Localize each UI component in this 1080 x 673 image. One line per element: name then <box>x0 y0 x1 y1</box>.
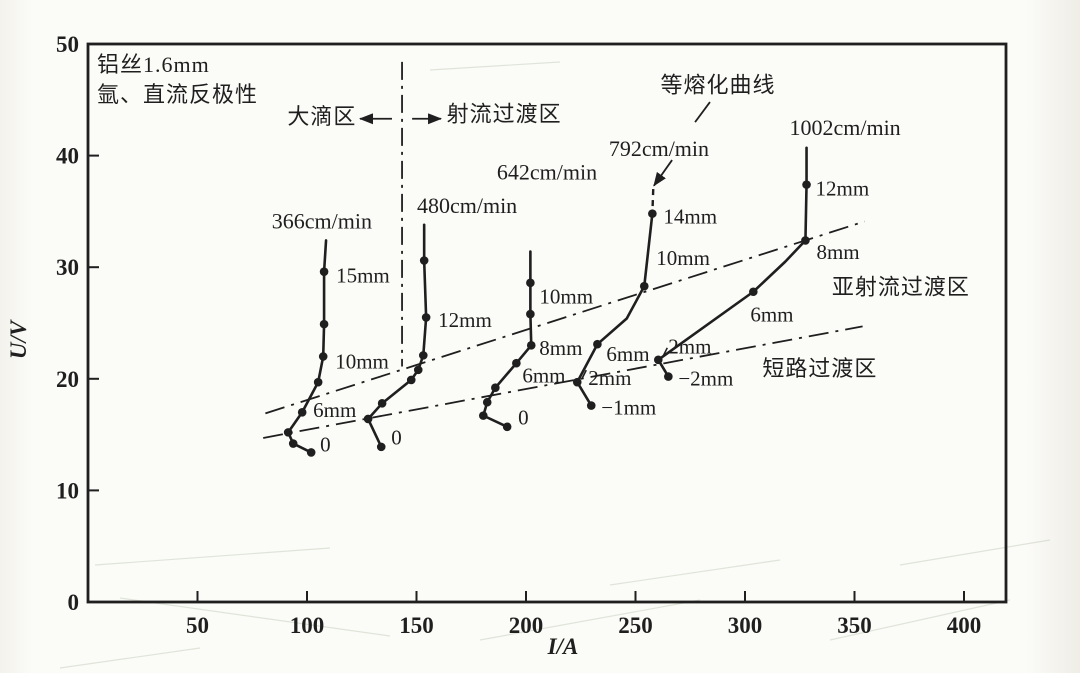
wire-feed-speed-label: 792cm/min <box>609 136 709 161</box>
arc-length-label: 0 <box>320 432 331 456</box>
data-point <box>377 399 387 408</box>
y-tick-label: 20 <box>56 367 79 392</box>
plot-border <box>86 42 1008 604</box>
y-tick-label: 40 <box>56 144 79 169</box>
x-tick-label: 100 <box>290 613 325 638</box>
label-leader-tick <box>581 369 587 379</box>
curve-792cm/min <box>575 212 654 407</box>
wire-spec-text: 铝丝1.6mm <box>97 52 210 77</box>
data-point <box>482 397 492 407</box>
arc-length-label: 0 <box>518 406 529 430</box>
arc-length-label: 0 <box>391 426 402 450</box>
x-tick-label: 300 <box>728 613 763 638</box>
data-point <box>306 448 316 457</box>
data-point <box>572 377 582 387</box>
data-point <box>648 209 657 218</box>
data-point <box>749 287 758 297</box>
data-point <box>319 267 329 276</box>
data-point <box>319 319 329 329</box>
arc-length-label: 15mm <box>336 263 390 287</box>
data-point <box>801 236 810 245</box>
large-droplet-region-label: 大滴区 <box>287 104 356 129</box>
data-point <box>418 351 428 360</box>
data-point <box>653 355 663 365</box>
data-point <box>526 309 535 319</box>
data-point <box>502 422 512 432</box>
x-tick-label: 250 <box>618 613 653 638</box>
arc-length-label: 6mm <box>313 398 356 422</box>
wire-feed-speed-label: 1002cm/min <box>789 115 900 140</box>
data-point <box>421 313 431 322</box>
data-point <box>478 411 488 420</box>
data-point <box>593 339 602 349</box>
arc-length-label: 6mm <box>750 303 793 327</box>
x-axis-title: I/A <box>547 634 579 659</box>
scan-artifacts <box>59 61 1051 669</box>
data-point <box>526 278 535 288</box>
data-point <box>297 407 307 417</box>
data-point <box>639 281 649 291</box>
wire-feed-speed-label: 480cm/min <box>417 193 517 218</box>
data-point <box>313 377 323 387</box>
y-tick-label: 0 <box>68 590 80 615</box>
y-tick-label: 50 <box>56 32 79 57</box>
arc-length-label: 14mm <box>663 204 717 228</box>
data-point <box>283 428 293 437</box>
data-point <box>526 341 536 350</box>
arc-length-label: 6mm <box>606 342 649 366</box>
data-point <box>413 365 423 375</box>
arc-length-label: 12mm <box>438 308 492 332</box>
arc-length-label: 10mm <box>539 285 593 309</box>
data-point <box>363 414 373 424</box>
label-leader-tick <box>662 347 668 357</box>
data-point <box>664 372 673 381</box>
subjet-short-boundary <box>263 325 863 439</box>
wire-feed-speed-label: 366cm/min <box>272 209 372 234</box>
short-circuit-region-label: 短路过渡区 <box>762 356 877 381</box>
x-tick-label: 350 <box>837 613 872 638</box>
arc-length-label: 12mm <box>816 176 870 200</box>
data-point <box>586 401 596 410</box>
iso-melting-leader-line <box>653 159 673 187</box>
y-axis-title: U/V <box>6 319 31 359</box>
x-tick-label: 400 <box>947 613 982 638</box>
data-point <box>288 439 298 448</box>
data-point <box>318 352 328 361</box>
arc-length-label: 8mm <box>816 240 859 264</box>
data-point <box>491 383 500 393</box>
iso-melting-leader-line <box>694 101 711 123</box>
chart-conditions-note: 铝丝1.6mm 氩、直流反极性 <box>97 50 258 110</box>
arc-length-label: 2mm <box>588 366 631 390</box>
arc-length-label: 8mm <box>539 336 582 360</box>
y-tick-label: 10 <box>56 478 79 503</box>
data-point <box>406 375 416 385</box>
y-tick-label: 30 <box>56 255 79 280</box>
sub-jet-transition-region-label: 亚射流过渡区 <box>832 275 970 300</box>
data-point <box>802 180 811 189</box>
iso-melting-curve-label: 等熔化曲线 <box>661 73 776 98</box>
x-tick-label: 50 <box>186 613 209 638</box>
x-tick-label: 200 <box>509 613 544 638</box>
jet-subjet-boundary <box>265 220 865 415</box>
arc-length-label: −2mm <box>678 366 733 390</box>
arc-length-label: 10mm <box>335 349 389 373</box>
curve-480cm/min <box>366 223 428 449</box>
data-point <box>419 256 429 265</box>
current-polarity-text: 氩、直流反极性 <box>97 82 259 107</box>
x-tick-label: 150 <box>399 613 434 638</box>
data-point <box>512 358 521 368</box>
arc-length-label: −1mm <box>601 395 656 419</box>
arc-length-label: 10mm <box>656 246 710 270</box>
data-point <box>376 442 386 452</box>
jet-transition-region-label: 射流过渡区 <box>447 102 562 127</box>
wire-feed-speed-label: 642cm/min <box>497 160 597 185</box>
curve-dashed-top <box>651 189 655 214</box>
arc-length-label: 6mm <box>522 364 565 388</box>
arc-length-label: 2mm <box>668 335 711 359</box>
